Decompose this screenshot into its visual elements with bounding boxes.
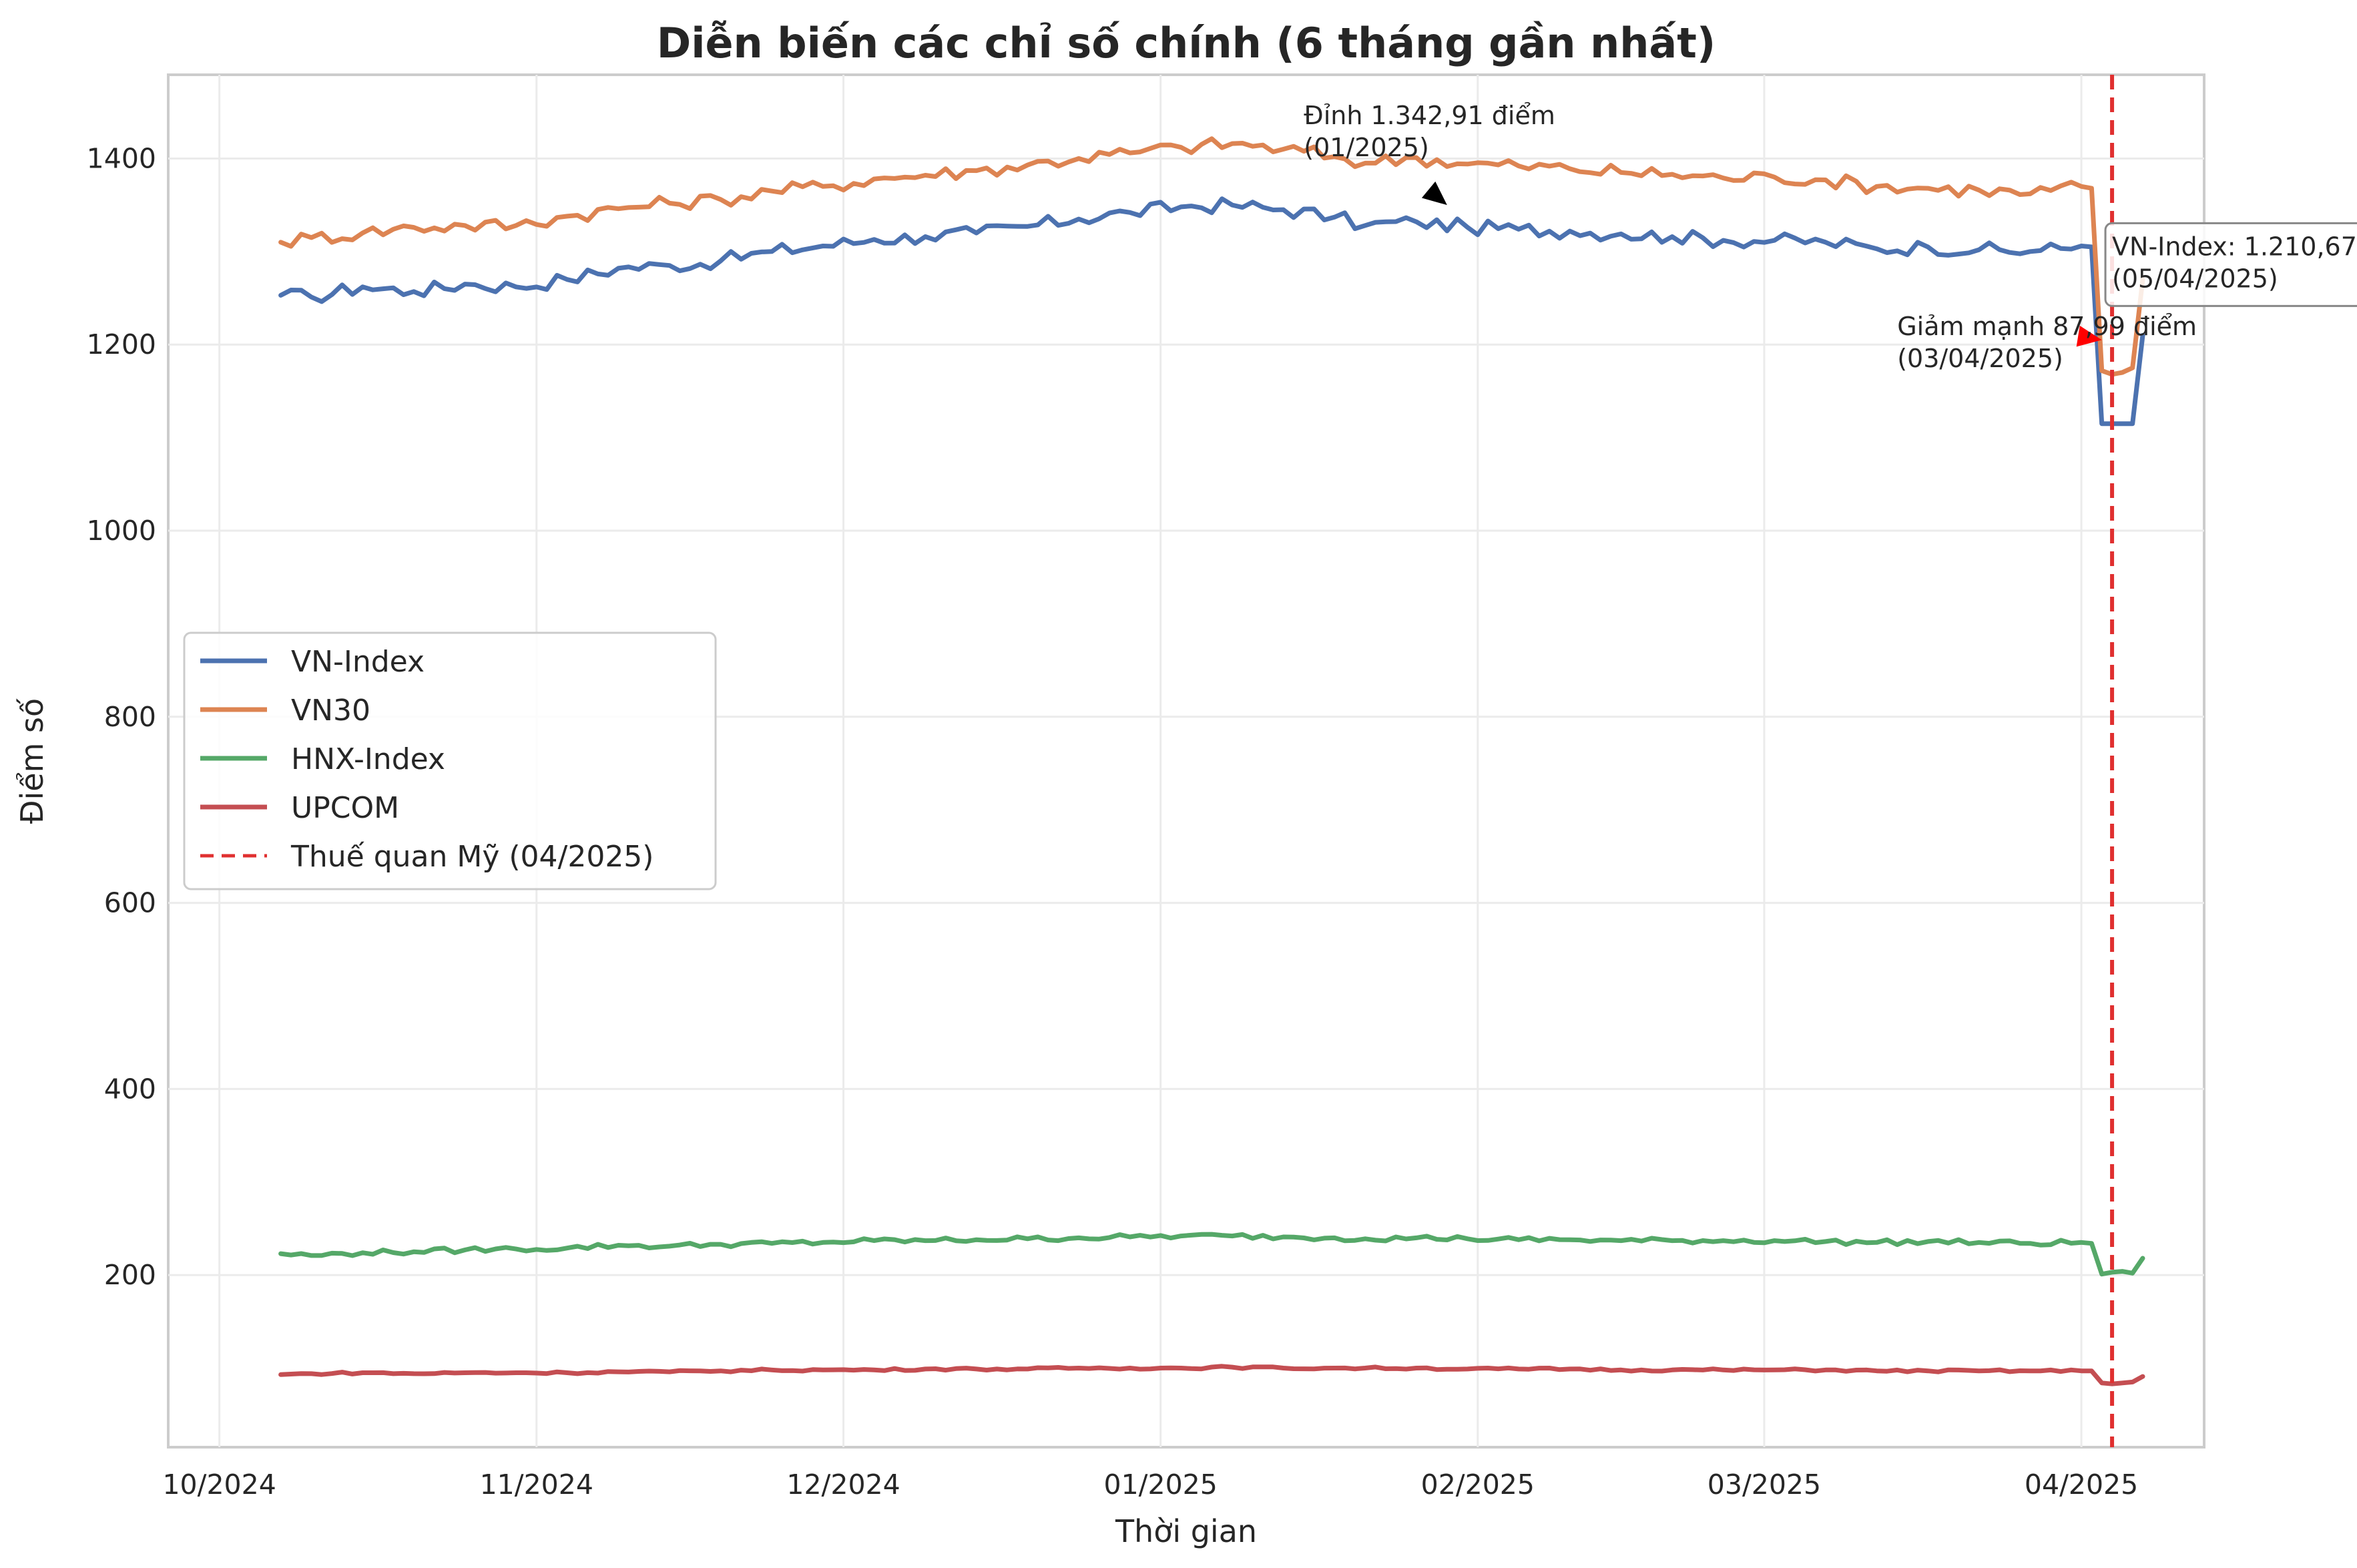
legend-label: VN30	[291, 694, 370, 728]
annotation-text: Giảm mạnh 87,99 điểm	[1897, 312, 2197, 341]
x-tick-label: 11/2024	[480, 1469, 593, 1501]
annotation-arrow	[1421, 181, 1447, 206]
series-line	[278, 196, 2145, 427]
annotation-arrow	[2076, 325, 2102, 347]
legend-label: UPCOM	[291, 791, 399, 825]
series-line	[278, 136, 2145, 377]
annotation-text: (05/04/2025)	[2112, 264, 2278, 293]
y-tick-label: 200	[104, 1259, 156, 1291]
x-tick-label: 02/2025	[1421, 1469, 1535, 1501]
y-tick-label: 400	[104, 1073, 156, 1105]
tick-labels: 200 400 600 800 1000 1200 1400 10/2024 11/2024 12…	[87, 142, 2139, 1501]
y-tick-label: 800	[104, 701, 156, 733]
series-layer	[278, 136, 2145, 1386]
callout-box	[2104, 222, 2357, 307]
annotation-layer: Đỉnh 1.342,91 điểm (01/2025) Giảm mạnh 87,…	[1304, 101, 2357, 373]
legend: VN-Index VN30 HNX-Index UPCOM Thuế quan Mỹ (…	[183, 631, 717, 890]
y-tick-label: 1200	[87, 328, 156, 360]
legend-label: VN-Index	[291, 645, 425, 679]
y-tick-label: 600	[104, 887, 156, 919]
annotation-text: VN-Index: 1.210,67	[2112, 232, 2357, 261]
x-tick-label: 01/2025	[1104, 1469, 1218, 1501]
series-line	[278, 1232, 2145, 1277]
annotation-text: (03/04/2025)	[1897, 344, 2063, 373]
annotation-text: (01/2025)	[1304, 133, 1429, 162]
x-tick-label: 03/2025	[1708, 1469, 1821, 1501]
y-tick-label: 1000	[87, 515, 156, 547]
x-axis-label: Thời gian	[1115, 1513, 1257, 1549]
series-line	[278, 1364, 2145, 1386]
legend-label: HNX-Index	[291, 742, 445, 776]
y-tick-label: 1400	[87, 142, 156, 174]
legend-frame	[183, 631, 717, 890]
x-tick-label: 04/2025	[2025, 1469, 2138, 1501]
x-tick-label: 10/2024	[162, 1469, 276, 1501]
y-axis-label: Điểm số	[14, 698, 50, 824]
legend-label: Thuế quan Mỹ (04/2025)	[290, 840, 653, 874]
annotation-text: Đỉnh 1.342,91 điểm	[1304, 101, 1555, 130]
chart-title: Diễn biến các chỉ số chính (6 tháng gần …	[657, 19, 1716, 67]
x-tick-label: 12/2024	[786, 1469, 900, 1501]
grid	[168, 75, 2204, 1447]
